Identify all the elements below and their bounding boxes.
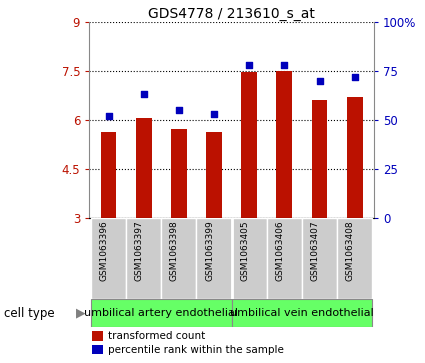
Point xyxy=(105,113,112,119)
Text: GSM1063408: GSM1063408 xyxy=(346,220,355,281)
Point xyxy=(316,78,323,83)
Text: percentile rank within the sample: percentile rank within the sample xyxy=(108,345,283,355)
Text: GSM1063405: GSM1063405 xyxy=(240,220,249,281)
Bar xyxy=(337,218,372,299)
Bar xyxy=(267,218,302,299)
Point xyxy=(211,111,218,117)
Bar xyxy=(136,118,152,218)
Text: GSM1063398: GSM1063398 xyxy=(170,220,179,281)
Bar xyxy=(276,71,292,218)
Text: GSM1063396: GSM1063396 xyxy=(99,220,108,281)
Point xyxy=(176,107,182,113)
Title: GDS4778 / 213610_s_at: GDS4778 / 213610_s_at xyxy=(148,7,315,21)
Text: umbilical artery endothelial: umbilical artery endothelial xyxy=(84,308,238,318)
Bar xyxy=(196,218,232,299)
Bar xyxy=(302,218,337,299)
Text: cell type: cell type xyxy=(4,307,55,319)
Bar xyxy=(92,331,103,340)
Text: GSM1063407: GSM1063407 xyxy=(311,220,320,281)
Bar xyxy=(241,73,257,218)
Point xyxy=(246,62,252,68)
Bar xyxy=(206,132,222,218)
Bar xyxy=(92,345,103,355)
Text: umbilical vein endothelial: umbilical vein endothelial xyxy=(230,308,374,318)
Bar xyxy=(232,299,372,327)
Bar xyxy=(162,218,196,299)
Bar xyxy=(91,299,232,327)
Bar xyxy=(126,218,162,299)
Point xyxy=(281,62,288,68)
Text: transformed count: transformed count xyxy=(108,331,205,341)
Bar xyxy=(101,132,116,218)
Bar xyxy=(171,129,187,218)
Text: GSM1063406: GSM1063406 xyxy=(275,220,284,281)
Point xyxy=(140,91,147,97)
Text: GSM1063397: GSM1063397 xyxy=(135,220,144,281)
Text: GSM1063399: GSM1063399 xyxy=(205,220,214,281)
Point xyxy=(351,74,358,79)
Text: ▶: ▶ xyxy=(76,307,85,319)
Bar xyxy=(312,100,327,218)
Bar xyxy=(232,218,267,299)
Bar xyxy=(91,218,126,299)
Bar xyxy=(347,97,363,218)
